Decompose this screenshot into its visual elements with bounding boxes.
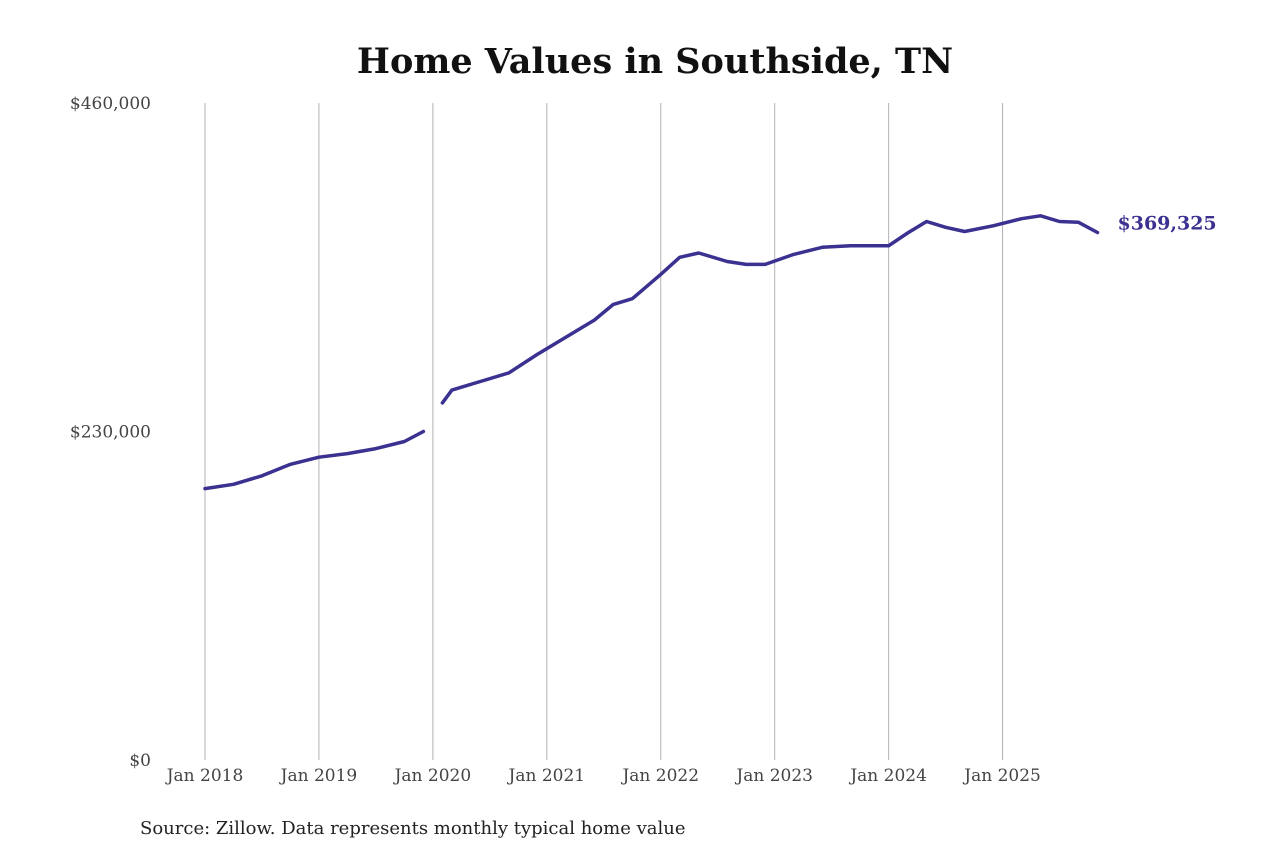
x-tick-label: Jan 2022	[620, 766, 699, 786]
x-tick-label: Jan 2020	[393, 766, 472, 786]
chart-title: Home Values in Southside, TN	[357, 41, 953, 82]
series-line	[203, 214, 1100, 491]
x-tick-label: Jan 2025	[962, 766, 1041, 786]
series-layer	[203, 214, 1100, 491]
end-value-label: $369,325	[1118, 213, 1217, 235]
x-tick-label: Jan 2023	[734, 766, 813, 786]
x-tick-label: Jan 2019	[279, 766, 358, 786]
source-note: Source: Zillow. Data represents monthly …	[140, 818, 686, 839]
y-tick-label: $460,000	[70, 94, 151, 114]
y-axis-ticks: $0 $230,000 $460,000	[70, 94, 151, 771]
y-tick-label: $0	[129, 751, 151, 771]
x-tick-label: Jan 2021	[507, 766, 586, 786]
x-tick-label: Jan 2024	[848, 766, 927, 786]
x-axis-ticks: Jan 2018 Jan 2019 Jan 2020 Jan 2021 Jan 2022…	[165, 766, 1041, 786]
gridlines	[204, 103, 1004, 760]
y-tick-label: $230,000	[70, 423, 151, 443]
x-tick-label: Jan 2018	[165, 766, 244, 786]
data-labels: $369,325	[1118, 213, 1217, 235]
